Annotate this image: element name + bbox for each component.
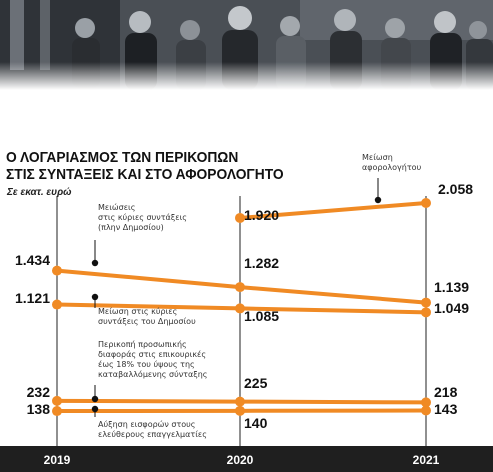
data-point-main_private-2021 — [421, 297, 431, 308]
annotation-afor: Μείωση αφορολογήτου — [362, 153, 421, 173]
data-label-contrib-2019: 138 — [27, 401, 51, 417]
data-point-contrib-2020 — [235, 405, 245, 416]
x-tick-label-2021: 2021 — [413, 453, 440, 467]
x-tick-label-2020: 2020 — [227, 453, 254, 467]
annotation-dot-contrib — [91, 405, 99, 413]
annotation-line: συντάξεις του Δημοσίου — [98, 317, 196, 326]
annotation-line: Μείωση στις κύριες — [98, 307, 178, 316]
data-label-main_public-2019: 1.121 — [15, 290, 50, 306]
annotation-line: Περικοπή προσωπικής — [98, 340, 187, 349]
x-tick-label-2019: 2019 — [44, 453, 71, 467]
data-point-personal-2021 — [421, 397, 431, 408]
header-photo — [0, 0, 493, 90]
year-axis-bar — [0, 446, 493, 472]
data-point-afor-2021 — [421, 198, 431, 208]
data-label-main_private-2019: 1.434 — [15, 252, 50, 268]
data-label-contrib-2020: 140 — [244, 415, 268, 431]
data-label-personal-2019: 232 — [27, 384, 51, 400]
chart-title: Ο ΛΟΓΑΡΙΑΣΜΟΣ ΤΩΝ ΠΕΡΙΚΟΠΩΝ ΣΤΙΣ ΣΥΝΤΑΞΕ… — [6, 149, 284, 183]
data-label-personal-2021: 218 — [434, 384, 458, 400]
data-point-main_public-2021 — [421, 307, 431, 318]
annotation-line: στις κύριες συντάξεις — [98, 213, 187, 222]
data-point-afor-2020 — [235, 212, 245, 223]
data-label-main_public-2020: 1.085 — [244, 308, 279, 324]
annotation-line: ελεύθερους επαγγελματίες — [98, 430, 207, 439]
data-point-personal-2019 — [52, 395, 62, 406]
annotation-main-public: Μείωση στις κύριες συντάξεις του Δημοσίου — [98, 307, 196, 327]
data-label-main_public-2021: 1.049 — [434, 300, 469, 316]
annotation-line: Μείωση — [362, 153, 393, 162]
data-point-contrib-2019 — [52, 406, 62, 417]
data-label-afor-2021: 2.058 — [438, 181, 473, 197]
annotation-line: έως 18% του ύψους της — [98, 360, 195, 369]
crowd-photo-image — [0, 0, 493, 90]
data-point-main_private-2019 — [52, 265, 62, 276]
data-label-contrib-2021: 143 — [434, 401, 458, 417]
data-label-main_private-2020: 1.282 — [244, 255, 279, 271]
data-point-main_public-2019 — [52, 299, 62, 310]
annotation-dot-personal — [91, 395, 99, 403]
photo-fade — [0, 62, 493, 90]
annotation-main-private: Μειώσεις στις κύριες συντάξεις (πλην Δημοσ… — [98, 203, 187, 233]
data-point-main_public-2020 — [235, 303, 245, 314]
chart-subtitle: Σε εκατ. ευρώ — [7, 187, 72, 198]
annotation-dot-main_private — [91, 259, 99, 267]
annotation-line: Μειώσεις — [98, 203, 136, 212]
annotation-personal: Περικοπή προσωπικής διαφοράς στις επικουρ… — [98, 340, 208, 380]
data-label-afor-2020: 1.920 — [244, 207, 279, 223]
data-point-contrib-2021 — [421, 405, 431, 416]
annotation-line: διαφοράς στις επικουρικές — [98, 350, 207, 359]
data-point-main_private-2020 — [235, 282, 245, 293]
chart-title-line-1: Ο ΛΟΓΑΡΙΑΣΜΟΣ ΤΩΝ ΠΕΡΙΚΟΠΩΝ — [6, 149, 239, 166]
chart-title-line-2: ΣΤΙΣ ΣΥΝΤΑΞΕΙΣ ΚΑΙ ΣΤΟ ΑΦΟΡΟΛΟΓΗΤΟ — [6, 166, 284, 183]
annotation-line: καταβαλλόμενης σύνταξης — [98, 370, 208, 379]
annotation-dot-main_public — [91, 293, 99, 301]
annotation-line: αφορολογήτου — [362, 163, 422, 172]
series-line-afor — [238, 201, 428, 220]
data-label-personal-2020: 225 — [244, 375, 268, 391]
annotation-line: (πλην Δημοσίου) — [98, 223, 164, 232]
data-point-personal-2020 — [235, 396, 245, 407]
data-label-main_private-2021: 1.139 — [434, 279, 469, 295]
annotation-line: Αύξηση εισφορών στους — [98, 420, 196, 429]
annotation-contrib: Αύξηση εισφορών στους ελεύθερους επαγγελμ… — [98, 420, 207, 440]
annotation-dot-afor — [374, 196, 382, 204]
